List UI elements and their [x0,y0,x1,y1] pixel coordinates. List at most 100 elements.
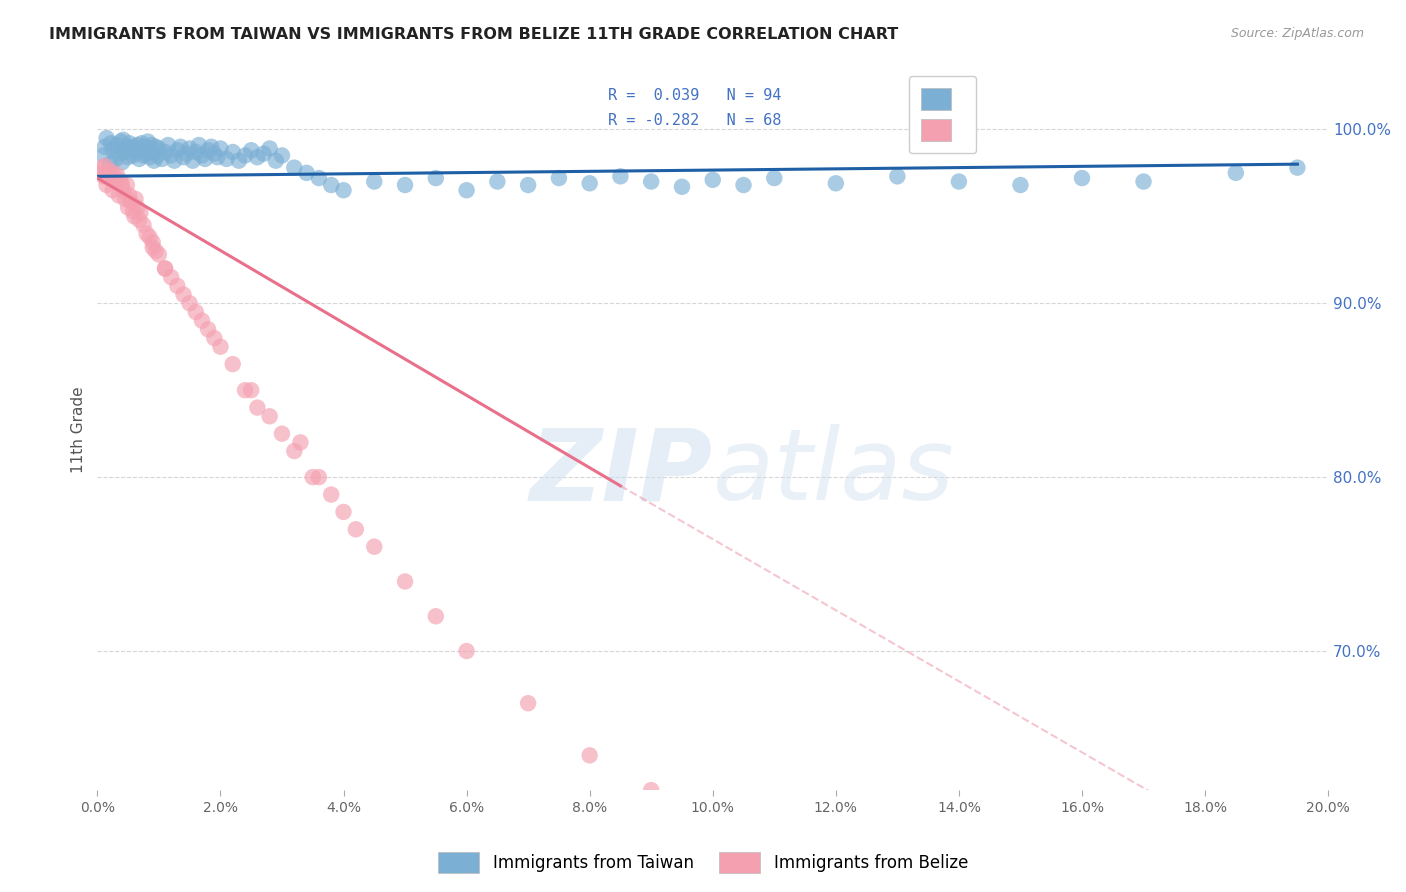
Point [948,175,970,189]
Text: Source: ZipAtlas.com: Source: ZipAtlas.com [1230,27,1364,40]
Point [425,171,447,186]
Point [111,155,134,169]
Point [112,133,135,147]
Point [96,131,118,145]
Point [124,140,146,154]
Point [114,145,136,159]
Point [145,244,167,259]
Point [763,853,786,867]
Point [517,178,540,192]
Point [93,159,115,173]
Point [146,148,169,162]
Point [141,138,163,153]
Point [202,331,225,345]
Point [295,166,318,180]
Point [394,178,416,192]
Point [517,696,540,710]
Point [115,140,138,154]
Point [111,178,134,192]
Point [733,178,755,192]
Point [246,150,269,164]
Point [97,166,120,180]
Point [290,435,312,450]
Point [228,153,250,168]
Point [173,150,195,164]
Point [128,212,150,227]
Point [135,227,157,241]
Point [184,145,207,159]
Point [101,183,124,197]
Point [240,383,263,397]
Point [131,136,153,151]
Point [671,179,693,194]
Point [308,470,330,484]
Point [200,140,222,154]
Point [153,261,176,276]
Point [124,145,146,159]
Point [120,141,142,155]
Point [122,148,145,162]
Point [344,522,367,536]
Point [702,173,724,187]
Point [138,230,160,244]
Point [101,143,124,157]
Point [640,783,662,797]
Point [93,148,115,162]
Point [548,171,571,186]
Text: R = -0.282   N = 68: R = -0.282 N = 68 [609,113,782,128]
Point [259,409,281,424]
Point [100,164,122,178]
Point [132,148,155,162]
Point [187,138,209,153]
Point [96,178,118,192]
Point [1286,161,1309,175]
Point [143,153,166,168]
Text: atlas: atlas [713,424,955,521]
Point [105,138,128,153]
Point [163,153,186,168]
Point [609,169,631,184]
Point [166,278,188,293]
Point [122,204,145,219]
Point [124,192,146,206]
Point [824,176,846,190]
Point [222,145,245,159]
Point [332,183,354,197]
Point [108,146,131,161]
Point [105,168,128,182]
Point [456,644,478,658]
Point [112,183,135,197]
Point [456,183,478,197]
Point [134,140,156,154]
Point [271,148,294,162]
Point [209,340,232,354]
Point [127,138,149,153]
Point [157,138,180,153]
Point [136,135,159,149]
Point [153,261,176,276]
Point [425,609,447,624]
Point [246,401,269,415]
Point [89,166,111,180]
Point [153,145,176,159]
Point [160,270,183,285]
Point [191,148,214,162]
Point [301,470,323,484]
Point [578,748,600,763]
Point [321,178,343,192]
Point [640,175,662,189]
Point [202,146,225,161]
Point [321,487,343,501]
Point [115,178,138,192]
Point [222,357,245,371]
Point [98,171,121,186]
Point [142,145,165,159]
Point [127,201,149,215]
Point [166,143,188,157]
Point [148,141,170,155]
Point [283,444,305,458]
Point [486,175,509,189]
Y-axis label: 11th Grade: 11th Grade [72,386,86,473]
Point [91,161,114,175]
Point [118,136,141,151]
